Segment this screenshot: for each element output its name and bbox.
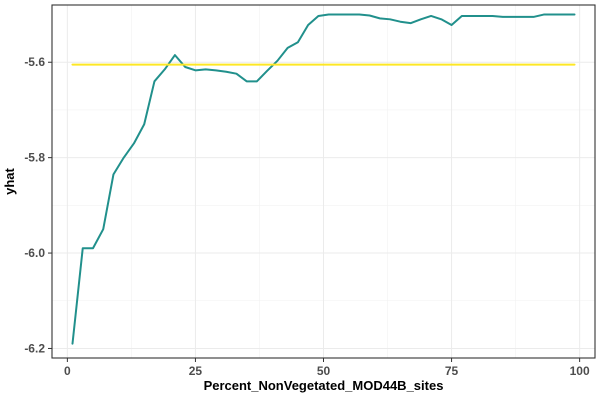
x-tick-label: 0 — [64, 364, 71, 378]
tick-layer: 0 25 50 75 100 -6.2 -6.0 -5.8 -5.6 — [24, 55, 590, 378]
series-line-1 — [71, 13, 576, 345]
x-axis-title: Percent_NonVegetated_MOD44B_sites — [204, 378, 444, 393]
x-tick-label: 50 — [317, 364, 331, 378]
y-tick-label: -6.0 — [24, 246, 45, 260]
x-tick-label: 75 — [445, 364, 459, 378]
series-layer — [71, 13, 576, 345]
y-tick-label: -6.2 — [24, 341, 45, 355]
x-tick-label: 25 — [189, 364, 203, 378]
y-axis-title: yhat — [2, 167, 17, 194]
x-tick-label: 100 — [570, 364, 590, 378]
y-tick-label: -5.8 — [24, 151, 45, 165]
y-tick-label: -5.6 — [24, 55, 45, 69]
